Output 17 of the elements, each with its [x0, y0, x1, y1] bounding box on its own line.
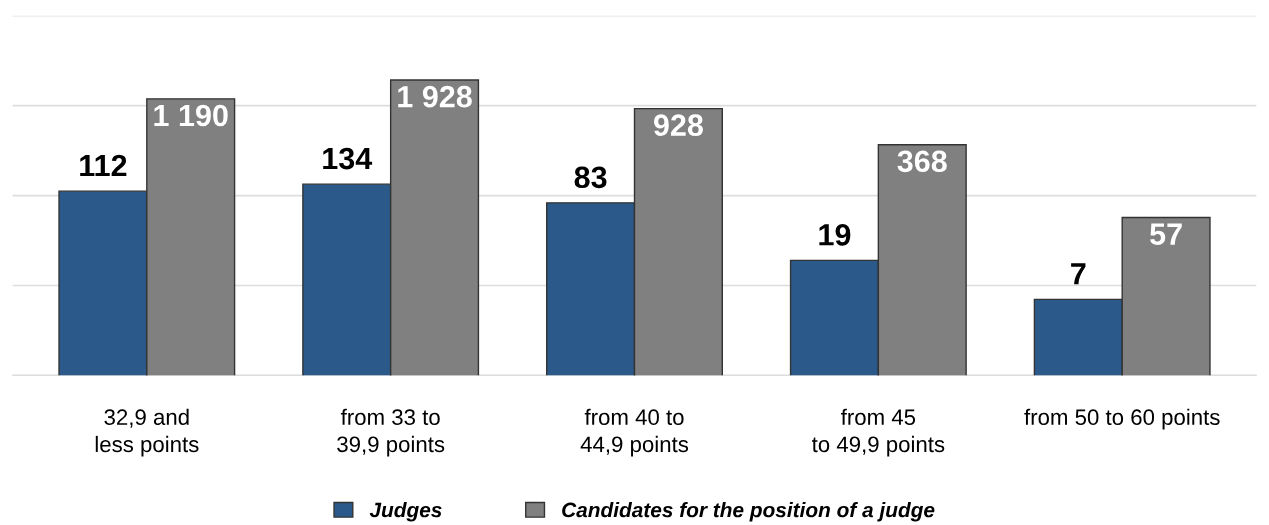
data-label: 928 — [653, 114, 703, 137]
x-tick-label: 32,9 and less points — [95, 408, 199, 457]
data-label: 368 — [897, 150, 947, 173]
legend-label: Candidates for the position of a judge — [562, 502, 935, 522]
data-label: 19 — [819, 224, 851, 246]
data-label: 7 — [1071, 263, 1086, 285]
data-label: 57 — [1150, 223, 1182, 245]
data-label: 1 190 — [154, 104, 228, 127]
x-tick-label: from 40 to 44,9 points — [580, 408, 689, 457]
x-tick-label: from 45 to 49,9 points — [811, 408, 945, 457]
x-tick-label: from 50 to 60 points — [1024, 408, 1220, 430]
x-tick-label: from 33 to 39,9 points — [337, 408, 445, 457]
legend-label: Judges — [369, 502, 442, 522]
data-label: 83 — [574, 166, 607, 189]
data-label: 112 — [80, 154, 127, 177]
data-label: 134 — [323, 147, 373, 170]
data-label: 1 928 — [398, 85, 472, 108]
